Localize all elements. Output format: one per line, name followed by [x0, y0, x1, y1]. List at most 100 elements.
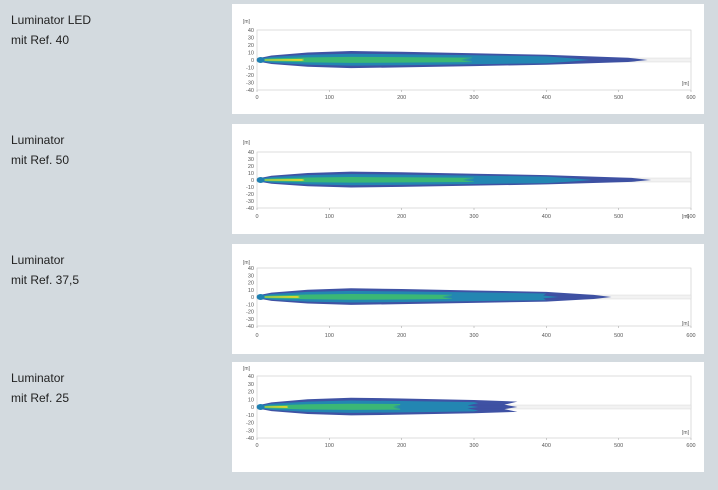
y-tick-label: 0 — [251, 405, 254, 411]
beam-core-zone — [257, 293, 452, 300]
luminator-ref-37-5-row: Luminator mit Ref. 37,5 40 30 20 10 0 -10 -20-… — [0, 244, 718, 354]
y-tick-label: 0 — [251, 58, 254, 64]
beam-hotspot — [257, 58, 304, 62]
row-label-line2: mit Ref. 50 — [11, 153, 70, 167]
y-tick-label: -30 — [246, 199, 254, 205]
y-tick-label: 40 — [248, 374, 254, 380]
x-tick-label: 0 — [255, 443, 258, 449]
y-tick-label: -30 — [246, 428, 254, 434]
x-tick-label: 400 — [542, 214, 551, 220]
x-tick-label: 100 — [325, 333, 334, 339]
x-tick-label: 300 — [469, 333, 478, 339]
x-tick-label: 600 — [686, 214, 695, 220]
row-label-line2: mit Ref. 25 — [11, 391, 70, 405]
emitter-source — [256, 294, 265, 300]
x-tick-label: 600 — [686, 333, 695, 339]
beam-chart-panel: 40 30 20 10 0 -10 -20 -30 -40 0 100 200 300 400 500 600… — [232, 124, 704, 234]
y-tick-label: 20 — [248, 390, 254, 396]
x-unit-label: [m] — [682, 321, 690, 327]
y-tick-label: 10 — [248, 51, 254, 57]
y-tick-label: 10 — [248, 171, 254, 177]
y-unit-label: [m] — [243, 140, 251, 146]
x-tick-label: 0 — [255, 214, 258, 220]
luminator-led-ref-40-row: Luminator LED mit Ref. 40 40 30 20 10 0 -10 -2… — [0, 4, 718, 114]
y-tick-label: -40 — [246, 206, 254, 212]
y-tick-label: 40 — [248, 28, 254, 34]
y-tick-label: 30 — [248, 273, 254, 279]
y-tick-label: 30 — [248, 157, 254, 163]
row-label-line2: mit Ref. 40 — [11, 33, 70, 47]
y-tick-label: -10 — [246, 185, 254, 191]
beam-hotspot — [257, 405, 289, 409]
x-tick-label: 300 — [469, 443, 478, 449]
x-tick-label: 100 — [325, 443, 334, 449]
x-tick-label: 500 — [614, 443, 623, 449]
y-unit-label: [m] — [243, 260, 251, 266]
y-tick-label: 30 — [248, 36, 254, 42]
emitter-source — [256, 177, 265, 183]
x-tick-label: 400 — [542, 95, 551, 101]
luminator-ref-50-row: Luminator mit Ref. 50 40 30 20 10 0 -10 -20 -30… — [0, 124, 718, 234]
y-tick-label: -20 — [246, 421, 254, 427]
y-tick-label: 0 — [251, 178, 254, 184]
x-tick-label: 200 — [397, 333, 406, 339]
y-tick-label: 40 — [248, 150, 254, 156]
y-tick-label: -20 — [246, 310, 254, 316]
x-unit-label: [m] — [682, 430, 690, 436]
y-tick-label: -40 — [246, 88, 254, 94]
x-tick-label: 500 — [614, 214, 623, 220]
beam-core-zone — [257, 403, 401, 410]
row-label-line2: mit Ref. 37,5 — [11, 273, 80, 287]
x-tick-label: 100 — [325, 214, 334, 220]
y-tick-label: -30 — [246, 317, 254, 323]
x-tick-label: 400 — [542, 443, 551, 449]
y-tick-label: -10 — [246, 413, 254, 419]
x-tick-label: 500 — [614, 95, 623, 101]
x-tick-label: 0 — [255, 333, 258, 339]
y-tick-label: 40 — [248, 266, 254, 272]
x-tick-label: 200 — [397, 214, 406, 220]
y-tick-label: 20 — [248, 164, 254, 170]
luminator-ref-25-row: Luminator mit Ref. 25 40 30 20 10 0 -10 -20 -30… — [0, 362, 718, 472]
x-unit-label: [m] — [682, 81, 690, 87]
beam-core-zone — [257, 177, 474, 183]
y-tick-label: 10 — [248, 288, 254, 294]
y-unit-label: [m] — [243, 366, 251, 372]
row-label-line1: Luminator LED — [11, 13, 92, 27]
y-unit-label: [m] — [243, 19, 251, 25]
y-tick-label: 20 — [248, 43, 254, 49]
y-tick-label: 0 — [251, 295, 254, 301]
y-tick-label: -10 — [246, 66, 254, 72]
beam-chart-panel: 40 30 20 10 0 -10 -20 -30 -40 0 100 200 300 400 500 600… — [232, 244, 704, 354]
beam-chart-panel: 40 30 20 10 0 -10 -20 -30 -40 0 100 200 300 400 500 600… — [232, 362, 704, 472]
row-label: Luminator mit Ref. 37,5 — [11, 250, 79, 290]
y-tick-label: -10 — [246, 302, 254, 308]
y-tick-label: 10 — [248, 397, 254, 403]
x-tick-label: 200 — [397, 443, 406, 449]
row-label-line1: Luminator — [11, 133, 65, 147]
x-tick-label: 600 — [686, 95, 695, 101]
y-tick-label: -30 — [246, 81, 254, 87]
x-tick-label: 0 — [255, 95, 258, 101]
x-tick-label: 300 — [469, 95, 478, 101]
y-tick-label: -40 — [246, 324, 254, 330]
beam-core-zone — [257, 56, 472, 63]
beam-chart-panel: 40 30 20 10 0 -10 -20 -30 -40 0 100 200 300 400 500 600… — [232, 4, 704, 114]
y-tick-label: -40 — [246, 436, 254, 442]
y-tick-label: -20 — [246, 73, 254, 79]
x-tick-label: 600 — [686, 443, 695, 449]
y-tick-label: 30 — [248, 382, 254, 388]
x-tick-label: 400 — [542, 333, 551, 339]
emitter-source — [256, 57, 265, 63]
x-unit-label: [m] — [682, 214, 690, 220]
beam-hotspot — [257, 295, 300, 299]
emitter-source — [256, 404, 265, 410]
row-label: Luminator mit Ref. 25 — [11, 368, 69, 408]
x-tick-label: 200 — [397, 95, 406, 101]
x-tick-label: 300 — [469, 214, 478, 220]
y-tick-label: 20 — [248, 281, 254, 287]
x-tick-label: 100 — [325, 95, 334, 101]
